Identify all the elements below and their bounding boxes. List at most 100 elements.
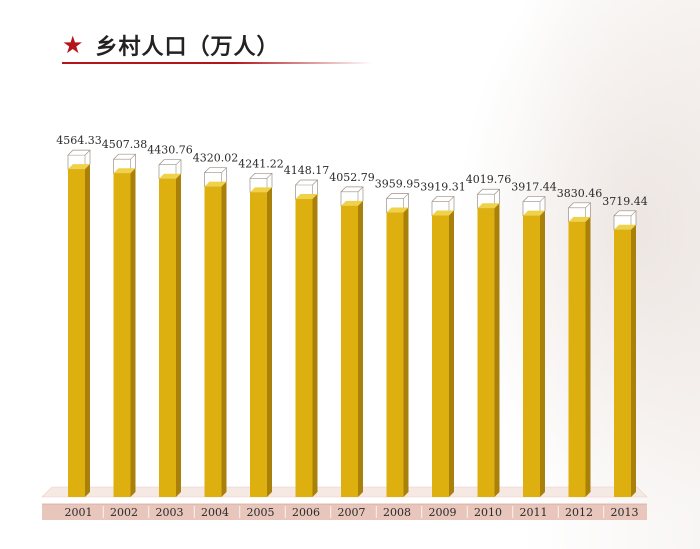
bar — [249, 172, 273, 498]
bar-cap-edge — [221, 167, 227, 173]
bar-side — [403, 207, 409, 497]
bar-cap-edge — [403, 193, 409, 199]
x-tick-label: 2005 — [247, 506, 275, 519]
bar-top — [432, 210, 454, 216]
bar — [158, 159, 182, 497]
bar-front — [250, 192, 267, 498]
x-tick-label: 2013 — [611, 506, 639, 519]
bar-front — [477, 208, 495, 497]
page-title: ★ 乡村人口（万人） — [62, 28, 280, 62]
bar-front — [568, 221, 586, 497]
x-axis-band — [42, 504, 647, 520]
value-label: 3719.44 — [602, 195, 648, 208]
bar-front — [432, 215, 449, 497]
x-tick-label: 2003 — [156, 506, 184, 519]
bar-front — [68, 169, 85, 497]
bar-top — [341, 200, 363, 206]
star-icon: ★ — [62, 31, 84, 59]
bar-top — [614, 224, 636, 230]
bar-side — [631, 224, 636, 498]
value-label: 4320.02 — [193, 152, 239, 165]
bar-top — [523, 210, 545, 216]
title-underline — [62, 62, 372, 64]
bar-side — [85, 164, 90, 497]
bar-cap-edge — [494, 189, 500, 195]
bar-cap-edge — [130, 153, 136, 160]
bar-front — [614, 229, 631, 498]
value-label: 4052.79 — [329, 171, 375, 184]
value-label: 3919.31 — [420, 180, 466, 193]
bar-top — [250, 187, 272, 193]
bar — [67, 149, 91, 497]
bar — [431, 196, 455, 497]
bar — [113, 153, 136, 498]
value-label: 4564.33 — [56, 134, 102, 147]
bar-side — [130, 168, 136, 498]
value-label: 3959.95 — [375, 178, 421, 191]
x-tick-label: 2006 — [292, 506, 320, 519]
x-tick-label: 2001 — [65, 506, 93, 519]
value-label: 4241.22 — [238, 157, 284, 170]
bar-side — [540, 210, 545, 497]
bars-group — [67, 149, 637, 498]
bar-top — [568, 216, 591, 222]
bar — [340, 186, 364, 498]
bar-front — [386, 212, 404, 497]
value-label: 4507.38 — [102, 138, 148, 151]
bar-top — [159, 173, 181, 179]
bar-top — [68, 164, 90, 170]
x-tick-label: 2008 — [383, 506, 411, 519]
bar-top — [386, 207, 409, 213]
bar-front — [523, 215, 540, 497]
bar-top — [477, 203, 500, 209]
bar-top — [113, 168, 136, 174]
bar-front — [204, 186, 222, 497]
bar — [477, 188, 500, 497]
value-label: 4430.76 — [147, 144, 193, 157]
bar-cap-edge — [175, 159, 182, 165]
x-tick-label: 2012 — [565, 506, 593, 519]
bar-side — [585, 216, 591, 497]
bar-side — [449, 210, 454, 497]
value-label: 3917.44 — [511, 181, 557, 194]
bar-cap-edge — [539, 196, 546, 202]
x-tick-label: 2007 — [338, 506, 366, 519]
bar — [568, 202, 591, 497]
value-label: 4148.17 — [284, 164, 330, 177]
x-tick-label: 2010 — [474, 506, 502, 519]
bar-side — [358, 200, 363, 498]
x-axis-ticks: 2001 2002 2003 2004 2005 2006 2007 2008 2009 2010… — [65, 506, 639, 519]
bar-side — [221, 181, 227, 497]
bar-cap-edge — [357, 186, 364, 193]
bar-cap-edge — [630, 210, 637, 217]
x-tick-label: 2002 — [110, 506, 138, 519]
bar-front — [113, 173, 131, 498]
bar-front — [159, 178, 176, 497]
bar — [386, 193, 409, 497]
bar-cap-edge — [585, 202, 591, 209]
x-tick-label: 2009 — [429, 506, 457, 519]
bar — [295, 179, 318, 497]
bar-side — [312, 194, 318, 497]
bar-cap-edge — [84, 149, 91, 156]
bar-top — [204, 181, 227, 187]
bar-front — [341, 205, 358, 498]
value-label: 4019.76 — [466, 173, 512, 186]
value-label: 3830.46 — [557, 187, 603, 200]
bar-cap-edge — [266, 173, 273, 179]
bar-top — [295, 194, 318, 200]
bar-side — [267, 187, 272, 498]
bar-cap-edge — [448, 196, 455, 202]
bar-side — [494, 203, 500, 497]
x-tick-label: 2004 — [201, 506, 229, 519]
bar-side — [176, 173, 181, 497]
chart-title: 乡村人口（万人） — [95, 35, 280, 60]
bar — [613, 210, 637, 498]
bar — [204, 167, 227, 497]
x-tick-label: 2011 — [520, 506, 548, 519]
bar-cap-edge — [312, 179, 318, 186]
bar-front — [295, 199, 313, 497]
bar — [522, 196, 546, 497]
